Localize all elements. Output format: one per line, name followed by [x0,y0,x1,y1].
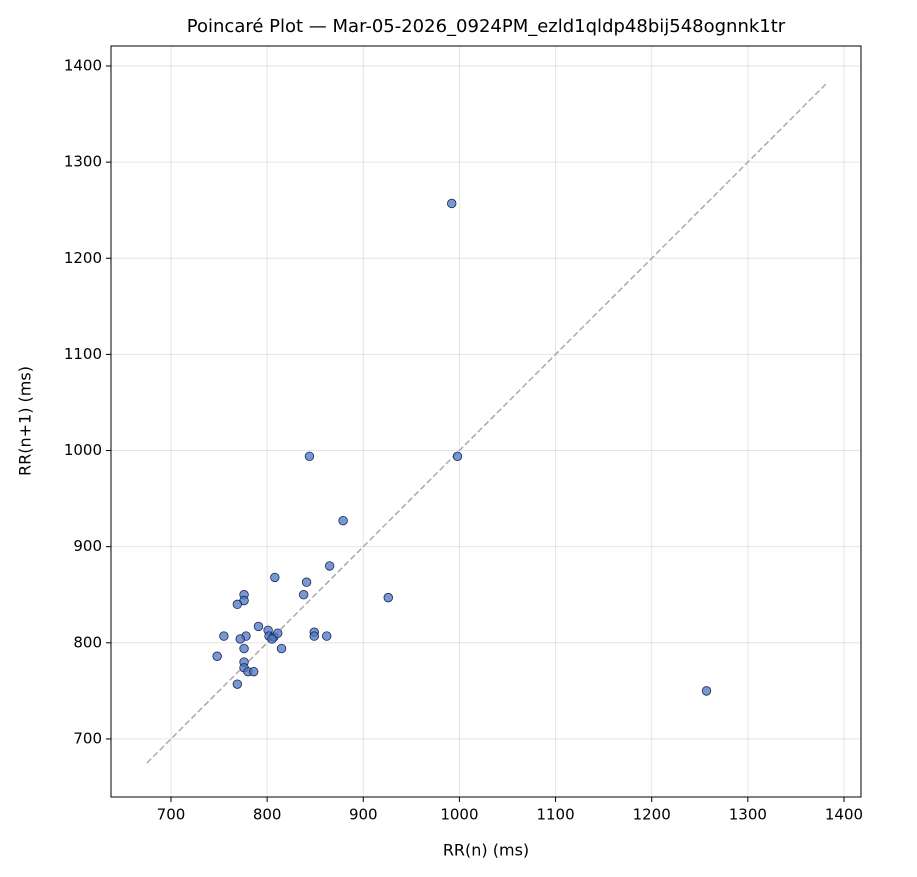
point [701,686,712,696]
y-tick-label: 1400 [64,56,102,74]
x-tick-label: 900 [349,806,378,824]
point [322,631,332,641]
point [235,634,245,644]
point [219,631,229,641]
y-tick-label: 1300 [64,153,102,171]
y-tick-label: 900 [73,537,102,555]
point [267,634,277,644]
x-tick-label: 1100 [536,806,574,824]
identity-line [146,83,827,764]
point [212,651,222,661]
point [338,516,348,526]
y-tick-label: 700 [73,729,102,747]
point [298,590,309,600]
point [270,572,280,583]
point [273,628,283,638]
point [324,561,335,571]
x-tick-label: 700 [157,806,186,824]
point [301,577,312,587]
x-tick-label: 1000 [440,806,478,824]
x-tick-label: 1300 [729,806,767,824]
y-tick-label: 1200 [64,249,102,267]
y-axis-label: RR(n+1) (ms) [16,366,35,476]
plot-frame [110,45,862,798]
point [239,643,249,654]
point [232,679,243,689]
point [276,643,287,654]
y-tick-label: 1100 [64,345,102,363]
point [253,621,264,632]
point [232,599,243,610]
point [383,592,393,603]
chart-title: Poincaré Plot — Mar-05-2026_0924PM_ezld1… [187,16,786,37]
point [447,198,457,209]
point [304,451,315,462]
x-tick-label: 800 [253,806,282,824]
point [452,451,463,462]
x-tick-label: 1200 [633,806,671,824]
point [309,631,319,641]
y-tick-label: 1000 [64,441,102,459]
point [248,666,259,677]
x-axis-label: RR(n) (ms) [443,841,529,860]
y-tick-label: 800 [73,633,102,651]
x-tick-label: 1400 [825,806,863,824]
